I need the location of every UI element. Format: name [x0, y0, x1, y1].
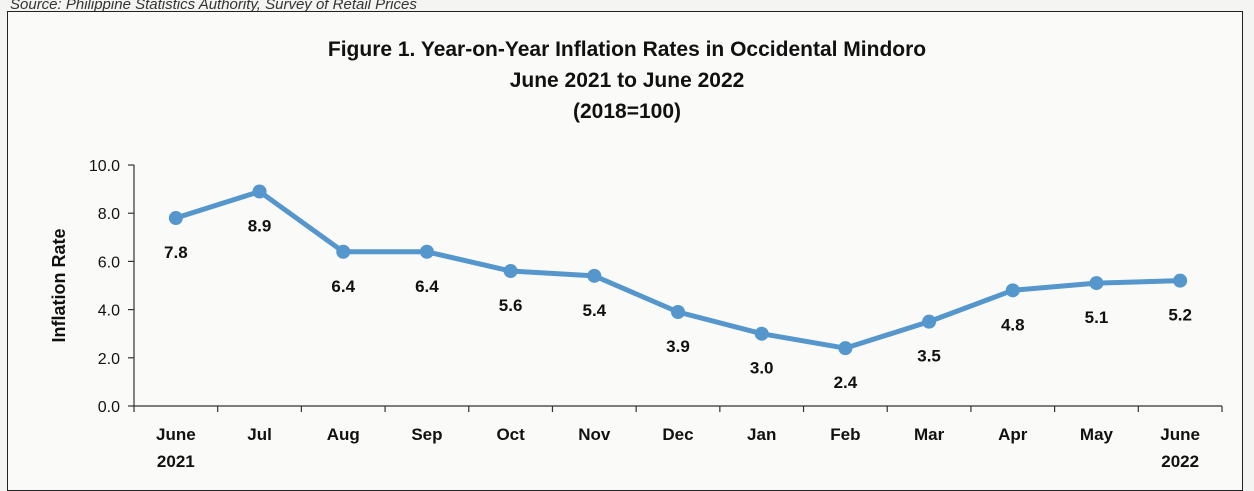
- y-tick-label: 2.0: [98, 351, 120, 368]
- data-point: [252, 184, 267, 199]
- x-tick-label: June: [1160, 425, 1200, 444]
- y-tick-label: 0.0: [98, 399, 120, 416]
- data-label: 5.2: [1168, 306, 1192, 325]
- x-tick-label: 2021: [157, 452, 195, 471]
- data-label: 8.9: [248, 217, 272, 236]
- x-tick-label: Jan: [747, 425, 776, 444]
- data-label: 5.6: [499, 296, 523, 315]
- data-point: [503, 264, 518, 279]
- data-point: [336, 244, 351, 259]
- chart-axes: 0.0 2.0 4.0 6.0 8.0 10.0 Inflation Rate: [49, 158, 1223, 416]
- data-label: 2.4: [834, 373, 858, 392]
- data-label: 4.8: [1001, 315, 1025, 334]
- data-label: 7.8: [164, 243, 188, 262]
- data-label: 3.0: [750, 359, 774, 378]
- x-tick-label: Dec: [662, 425, 693, 444]
- x-tick-label: Sep: [411, 425, 442, 444]
- data-point: [671, 305, 685, 320]
- chart-title: Figure 1. Year-on-Year Inflation Rates i…: [327, 38, 927, 61]
- data-point: [838, 341, 853, 356]
- series-inflation: [168, 184, 1188, 356]
- data-label: 6.4: [415, 277, 439, 296]
- data-label: 6.4: [331, 277, 355, 296]
- data-point: [922, 314, 937, 329]
- data-label: 3.5: [917, 347, 941, 366]
- data-point: [754, 326, 769, 341]
- y-tick-label: 6.0: [98, 254, 120, 271]
- data-point: [587, 268, 602, 283]
- data-label: 5.4: [582, 301, 606, 320]
- chart-subtitle: June 2021 to June 2022: [509, 69, 745, 92]
- data-point: [168, 211, 183, 226]
- data-point: [1089, 276, 1104, 291]
- x-axis-labels: June 2021 Jul Aug Sep Oct Nov Dec Jan Feb Mar Apr Ma…: [156, 425, 1200, 471]
- y-tick-label: 4.0: [98, 303, 120, 320]
- x-tick-label: Feb: [830, 425, 860, 444]
- y-tick-label: 8.0: [98, 206, 120, 223]
- data-label: 3.9: [666, 337, 690, 356]
- x-tick-label: May: [1080, 425, 1114, 444]
- x-tick-label: Jul: [247, 425, 272, 444]
- data-labels: 7.8 8.9 6.4 6.4 5.6 5.4 3.9 3.0 2.4 3.5 4.8 5.1 5.2: [164, 217, 1192, 393]
- x-tick-label: Mar: [914, 425, 945, 444]
- chart-title-block: Figure 1. Year-on-Year Inflation Rates i…: [0, 34, 1254, 127]
- chart-base-year: (2018=100): [572, 100, 681, 123]
- x-tick-label: Apr: [998, 425, 1028, 444]
- x-tick-label: Nov: [578, 425, 611, 444]
- data-label: 5.1: [1085, 308, 1109, 327]
- x-tick-label: Aug: [327, 425, 360, 444]
- series-line: [173, 189, 1183, 351]
- data-point: [419, 244, 434, 259]
- source-note: Source: Philippine Statistics Authority,…: [10, 0, 417, 13]
- x-tick-label: June: [156, 425, 196, 444]
- y-tick-label: 10.0: [89, 158, 120, 175]
- data-point: [1005, 283, 1020, 298]
- y-axis-title: Inflation Rate: [49, 228, 69, 342]
- data-point: [1173, 273, 1188, 288]
- chart-frame: [7, 11, 1243, 491]
- x-tick-label: Oct: [496, 425, 525, 444]
- x-tick-label: 2022: [1161, 452, 1199, 471]
